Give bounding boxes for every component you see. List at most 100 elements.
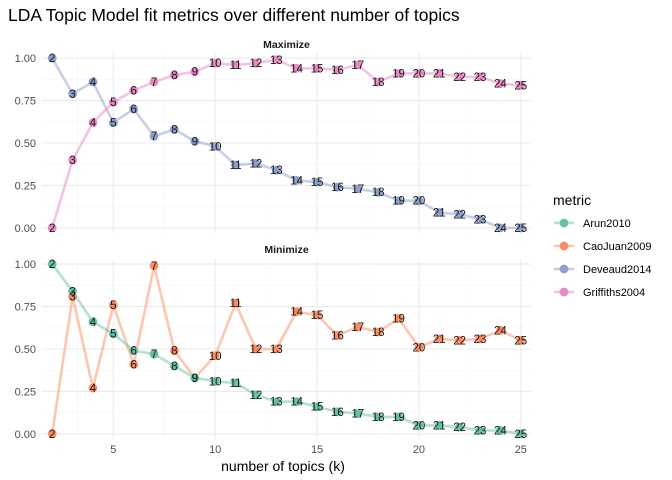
data-point-griffiths2004 [251,58,261,68]
point-label: 20 [413,420,426,432]
point-label: 14 [290,63,303,75]
legend: metric Arun2010 CaoJuan2009 Deveaud2014 Gri… [553,192,652,299]
y-tick-label: 0.75 [15,96,36,108]
point-label: 10 [209,141,222,153]
data-point-griffiths2004 [475,72,485,82]
point-label: 9 [192,373,198,385]
data-point-deveaud2014 [373,187,383,197]
point-label: 3 [69,155,75,167]
data-point-caojuan2009 [231,298,240,308]
data-point-arun2010 [210,376,220,386]
y-tick-label: 0.50 [15,138,36,150]
point-label: 3 [69,89,75,101]
data-point-caojuan2009 [414,342,424,352]
legend-label: Griffiths2004 [583,287,645,299]
data-point-caojuan2009 [47,429,57,439]
point-label: 7 [151,261,157,273]
data-point-caojuan2009 [373,327,383,337]
point-label: 5 [110,300,116,312]
data-point-griffiths2004 [353,60,363,70]
point-label: 23 [474,214,487,226]
data-point-caojuan2009 [516,336,526,345]
point-label: 9 [192,67,198,79]
data-point-deveaud2014 [88,77,98,87]
point-label: 22 [453,422,466,434]
data-point-griffiths2004 [414,68,424,78]
data-point-griffiths2004 [170,70,179,80]
data-point-caojuan2009 [210,351,220,361]
point-label: 3 [69,286,75,298]
data-point-deveaud2014 [210,141,220,151]
series-line-griffiths2004 [50,58,521,229]
legend-item-griffiths2004: Griffiths2004 [554,287,645,299]
point-label: 8 [171,361,177,373]
point-label: 24 [494,325,507,337]
point-label: 17 [351,322,364,334]
point-label: 5 [110,118,116,130]
data-point-arun2010 [88,317,98,327]
y-tick-label: 1.00 [15,259,36,271]
point-label: 21 [433,420,446,432]
data-point-caojuan2009 [170,346,179,356]
point-label: 13 [270,55,283,67]
point-label: 4 [90,383,97,395]
point-label: 15 [311,177,324,189]
data-point-arun2010 [68,286,77,296]
data-point-arun2010 [373,412,383,422]
legend-key-point [559,287,569,297]
point-label: 20 [413,68,426,80]
point-label: 14 [290,397,303,409]
data-point-griffiths2004 [455,72,465,82]
point-label: 9 [192,373,198,385]
data-point-deveaud2014 [292,175,302,185]
point-label: 12 [250,390,263,402]
point-label: 17 [351,60,364,72]
data-point-deveaud2014 [190,136,200,146]
point-label: 4 [90,77,97,89]
data-point-griffiths2004 [47,223,57,233]
point-label: 20 [413,342,426,354]
point-label: 19 [392,412,405,424]
point-label: 12 [250,344,263,356]
panel-title: Maximize [263,39,310,51]
point-label: 11 [230,378,242,390]
point-label: 15 [311,63,324,75]
data-point-caojuan2009 [292,307,302,317]
data-point-griffiths2004 [108,97,118,107]
y-tick-label: 0.00 [15,223,36,235]
data-point-griffiths2004 [373,77,383,87]
legend-label: Deveaud2014 [583,264,652,276]
point-label: 25 [514,80,527,92]
data-point-arun2010 [251,390,261,400]
point-label: 6 [130,346,136,358]
legend-label: CaoJuan2009 [583,241,652,253]
x-axis-label: number of topics (k) [221,458,345,474]
data-point-deveaud2014 [271,165,281,175]
data-point-arun2010 [353,409,363,418]
point-label: 8 [171,346,177,358]
data-point-deveaud2014 [414,196,424,206]
point-label: 21 [433,68,446,80]
point-label: 15 [311,402,324,414]
point-label: 17 [351,184,364,196]
legend-key-point [559,241,569,251]
data-point-griffiths2004 [516,80,526,90]
data-point-deveaud2014 [394,196,403,206]
data-point-deveaud2014 [170,125,179,134]
point-label: 6 [130,85,136,97]
y-tick-label: 0.50 [15,344,36,356]
data-point-griffiths2004 [312,63,322,73]
point-label: 24 [494,426,507,438]
data-point-griffiths2004 [434,68,444,78]
data-point-deveaud2014 [251,158,261,168]
data-point-deveaud2014 [231,160,240,170]
data-point-arun2010 [434,421,444,430]
y-tick-label: 0.00 [15,429,36,441]
data-point-caojuan2009 [475,334,485,344]
y-tick-label: 0.75 [15,302,36,314]
data-point-arun2010 [190,373,200,383]
data-point-griffiths2004 [333,65,342,75]
point-label: 16 [331,182,344,194]
